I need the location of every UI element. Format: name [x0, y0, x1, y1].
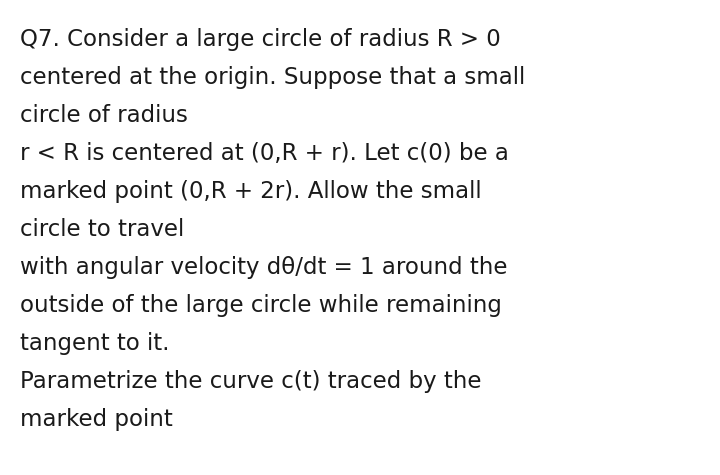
- Text: outside of the large circle while remaining: outside of the large circle while remain…: [20, 294, 502, 317]
- Text: Parametrize the curve c(t) traced by the: Parametrize the curve c(t) traced by the: [20, 370, 482, 393]
- Text: with angular velocity dθ/dt = 1 around the: with angular velocity dθ/dt = 1 around t…: [20, 256, 508, 279]
- Text: circle to travel: circle to travel: [20, 218, 184, 241]
- Text: marked point: marked point: [20, 408, 173, 431]
- Text: centered at the origin. Suppose that a small: centered at the origin. Suppose that a s…: [20, 66, 526, 89]
- Text: r < R is centered at (0,R + r). Let c(0) be a: r < R is centered at (0,R + r). Let c(0)…: [20, 142, 509, 165]
- Text: circle of radius: circle of radius: [20, 104, 188, 127]
- Text: marked point (0,R + 2r). Allow the small: marked point (0,R + 2r). Allow the small: [20, 180, 482, 203]
- Text: Q7. Consider a large circle of radius R > 0: Q7. Consider a large circle of radius R …: [20, 28, 500, 51]
- Text: tangent to it.: tangent to it.: [20, 332, 169, 355]
